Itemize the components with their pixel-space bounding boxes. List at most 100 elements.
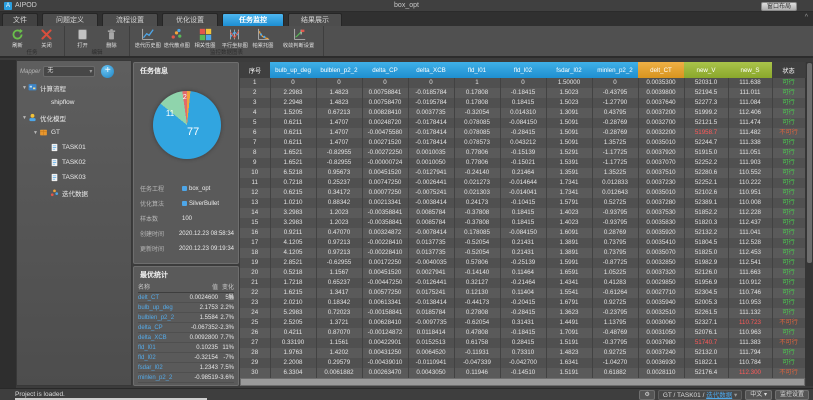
table-row[interactable]: 22 1.6215 1.3417 0.00577250 0.0175241 0.12130… xyxy=(240,288,806,298)
table-row[interactable]: 17 4.1205 0.97213 -0.00228410 0.0137735 -0.52… xyxy=(240,238,806,248)
tree-item-GT[interactable]: ▼ GT xyxy=(17,125,131,140)
ribbon-button[interactable]: 帕累托图 xyxy=(250,27,277,50)
tree-expand-icon[interactable]: ▼ xyxy=(22,114,27,121)
horizontal-scrollbar[interactable] xyxy=(240,378,805,386)
stats-row[interactable]: fld_l02 -0.32154 -7% xyxy=(138,353,234,363)
column-header-fsdar_l02[interactable]: fsdar_l02 xyxy=(546,62,592,78)
column-header-minlen_p2_2[interactable]: minlen_p2_2 xyxy=(592,62,638,78)
table-row[interactable]: 1 0 0 0 0 1 0 1.50000 0 0.0035300 52031.0 111.638 可行 xyxy=(240,78,806,88)
table-cell: 0.0032200 xyxy=(638,128,685,138)
table-cell: 0.0152513 xyxy=(408,338,455,348)
table-row[interactable]: 29 2.2008 0.29579 -0.00439010 -0.0110941 -0.0… xyxy=(240,358,806,368)
tab-2[interactable]: 问题定义 xyxy=(42,13,98,26)
column-header-delta_XCB[interactable]: delta_XCB xyxy=(408,62,454,78)
stats-row[interactable]: delta_CP -0.067352 -2.3% xyxy=(138,323,234,333)
table-row[interactable]: 26 0.4211 0.87070 -0.00124872 0.0118414 0.478… xyxy=(240,328,806,338)
table-row[interactable]: 25 2.5205 1.3721 0.00628410 -0.0097735 -0.620… xyxy=(240,318,806,328)
table-row[interactable]: 10 6.5218 0.95673 0.00451520 -0.0127941 -0.24… xyxy=(240,168,806,178)
tree-item-计算流程[interactable]: ▼ 计算流程 xyxy=(17,80,131,95)
table-row[interactable]: 4 1.5205 0.67213 0.00828410 0.0037735 -0.3205… xyxy=(240,108,806,118)
table-row[interactable]: 13 1.0210 0.88342 0.00213341 -0.0038414 0.241… xyxy=(240,198,806,208)
tree-item-TASK01[interactable]: TASK01 xyxy=(17,140,131,155)
breadcrumb[interactable]: GT / TASK01 / 迭代数据 ▾ xyxy=(657,390,743,400)
table-row[interactable]: 9 1.6521 -0.82955 -0.00000724 0.0010050 0.778… xyxy=(240,158,806,168)
tree-item-TASK02[interactable]: TASK02 xyxy=(17,155,131,170)
column-header-状态[interactable]: 状态 xyxy=(772,62,805,78)
table-row[interactable]: 24 5.2983 0.72023 -0.00158841 0.0185784 0.278… xyxy=(240,308,806,318)
ribbon-collapse-icon[interactable]: ^ xyxy=(804,14,808,21)
table-row[interactable]: 6 0.6211 1.4707 -0.00475580 -0.0178414 0.0780… xyxy=(240,128,806,138)
tree-item-TASK03[interactable]: TASK03 xyxy=(17,170,131,185)
stats-row[interactable]: delt_CT 0.0024600 5% xyxy=(138,293,234,303)
column-header-序号[interactable]: 序号 xyxy=(240,62,270,78)
table-row[interactable]: 19 2.8521 -0.62955 0.00172250 -0.0040035 0.57… xyxy=(240,258,806,268)
column-header-bulb_up_deg[interactable]: bulb_up_deg xyxy=(270,62,316,78)
table-row[interactable]: 15 3.2983 1.2023 -0.00358841 0.0085784 -0.378… xyxy=(240,218,806,228)
table-row[interactable]: 30 6.3304 0.0061882 0.00263470 0.0043050 0.11… xyxy=(240,368,806,378)
add-task-button[interactable]: + xyxy=(101,65,115,78)
ribbon-button[interactable]: 相关性图 xyxy=(192,27,219,50)
column-header-fld_l01[interactable]: fld_l01 xyxy=(454,62,500,78)
table-row[interactable]: 23 2.0210 0.18342 0.00613341 -0.0138414 -0.44… xyxy=(240,298,806,308)
tab-4[interactable]: 优化设置 xyxy=(162,13,218,26)
column-header-fld_l02[interactable]: fld_l02 xyxy=(500,62,546,78)
tab-3[interactable]: 流程设置 xyxy=(102,13,158,26)
language-button[interactable]: 中文 ▾ xyxy=(745,390,772,400)
tree-item-shipflow[interactable]: shipflow xyxy=(17,95,131,110)
table-row[interactable]: 3 2.2948 1.4823 0.00758470 -0.0195784 0.17808… xyxy=(240,98,806,108)
stats-row[interactable]: bulblen_p2_2 1.5584 2.7% xyxy=(138,313,234,323)
table-row[interactable]: 18 4.1205 0.97213 -0.00228410 0.0137735 -0.52… xyxy=(240,248,806,258)
table-row[interactable]: 27 0.33190 1.1561 0.00422901 0.0152513 0.6175… xyxy=(240,338,806,348)
tree-expand-icon[interactable]: ▼ xyxy=(33,129,38,136)
layout-button[interactable]: 窗口布局 xyxy=(760,2,797,11)
scrollbar-thumb[interactable] xyxy=(807,63,812,263)
table-row[interactable]: 5 0.6211 1.4707 0.00248720 -0.0178414 0.07808… xyxy=(240,118,806,128)
monitor-settings-button[interactable]: 监控设置 xyxy=(774,390,809,400)
table-row[interactable]: 11 0.7218 0.25237 0.00747250 -0.0026441 0.021… xyxy=(240,178,806,188)
tree-item-迭代数据[interactable]: 迭代数据 xyxy=(17,185,131,200)
table-row[interactable]: 7 0.6211 1.4707 0.00271520 -0.0178414 0.07857… xyxy=(240,138,806,148)
ribbon-button-label: 关闭 xyxy=(41,43,52,49)
stats-row[interactable]: fsdar_l02 1.2343 7.5% xyxy=(138,363,234,373)
tab-6[interactable]: 结果展示 xyxy=(288,13,342,26)
ribbon-button[interactable]: 刷新 xyxy=(4,27,31,50)
stats-row[interactable]: minlen_p2_2 -0.98519 -3.6% xyxy=(138,373,234,383)
table-cell: 0.11464 xyxy=(500,268,547,278)
pie-segment-label: 77 xyxy=(187,126,200,139)
ribbon-button[interactable]: 平行坐标图 xyxy=(221,27,248,50)
column-header-bulblen_p2_2[interactable]: bulblen_p2_2 xyxy=(316,62,362,78)
stats-row[interactable]: fld_l01 0.10235 11% xyxy=(138,343,234,353)
column-header-delt_CT[interactable]: delt_CT xyxy=(638,62,684,78)
ribbon-button[interactable]: 打开 xyxy=(69,27,96,50)
column-header-new_S[interactable]: new_S xyxy=(728,62,772,78)
ribbon-button[interactable]: 迭代历史图 xyxy=(134,27,161,50)
table-row[interactable]: 20 0.5218 1.1567 0.00451520 0.0027941 -0.1414… xyxy=(240,268,806,278)
status-cell: 可行 xyxy=(772,168,806,178)
gear-icon[interactable]: ⚙ xyxy=(639,390,655,400)
table-row[interactable]: 21 1.7218 0.65237 -0.00447250 -0.0126441 0.32… xyxy=(240,278,806,288)
ribbon-button[interactable]: 删除 xyxy=(98,27,125,50)
tab-5[interactable]: 任务监控 xyxy=(222,13,284,26)
tab-1[interactable]: 文件 xyxy=(2,13,38,26)
table-row[interactable]: 14 3.2983 1.2023 -0.00358841 0.0085784 -0.378… xyxy=(240,208,806,218)
ribbon-button[interactable]: 关闭 xyxy=(33,27,60,50)
tree-expand-icon[interactable]: ▼ xyxy=(22,84,27,91)
table-cell: 52102.6 xyxy=(684,188,729,198)
ribbon-button[interactable]: 迭代散点图 xyxy=(163,27,190,50)
table-row[interactable]: 8 1.6521 -0.82955 -0.00272250 0.0010035 0.778… xyxy=(240,148,806,158)
breadcrumb-current[interactable]: 迭代数据 xyxy=(706,392,733,399)
table-row[interactable]: 2 2.2983 1.4823 0.00758841 -0.0185784 0.17808… xyxy=(240,88,806,98)
table-cell: 51852.2 xyxy=(684,208,729,218)
table-cell: 112.228 xyxy=(728,208,773,218)
vertical-scrollbar[interactable] xyxy=(806,62,813,386)
table-row[interactable]: 28 1.9763 1.4202 0.00431250 0.0064520 -0.1193… xyxy=(240,348,806,358)
ribbon-button[interactable]: 收敛判断设置 xyxy=(279,27,319,50)
tree-filter-select[interactable]: 无 ▾ xyxy=(43,66,96,77)
stats-row[interactable]: bulb_up_deg 2.1753 2.2% xyxy=(138,303,234,313)
column-header-new_V[interactable]: new_V xyxy=(684,62,728,78)
table-row[interactable]: 12 0.6215 0.34172 0.00077250 -0.0075241 0.021… xyxy=(240,188,806,198)
tree-item-优化模型[interactable]: ▼ 优化模型 xyxy=(17,110,131,125)
table-row[interactable]: 16 0.9211 0.47070 0.00324872 -0.0078414 0.178… xyxy=(240,228,806,238)
column-header-delta_CP[interactable]: delta_CP xyxy=(362,62,408,78)
stats-row[interactable]: delta_XCB 0.0092800 7.7% xyxy=(138,333,234,343)
